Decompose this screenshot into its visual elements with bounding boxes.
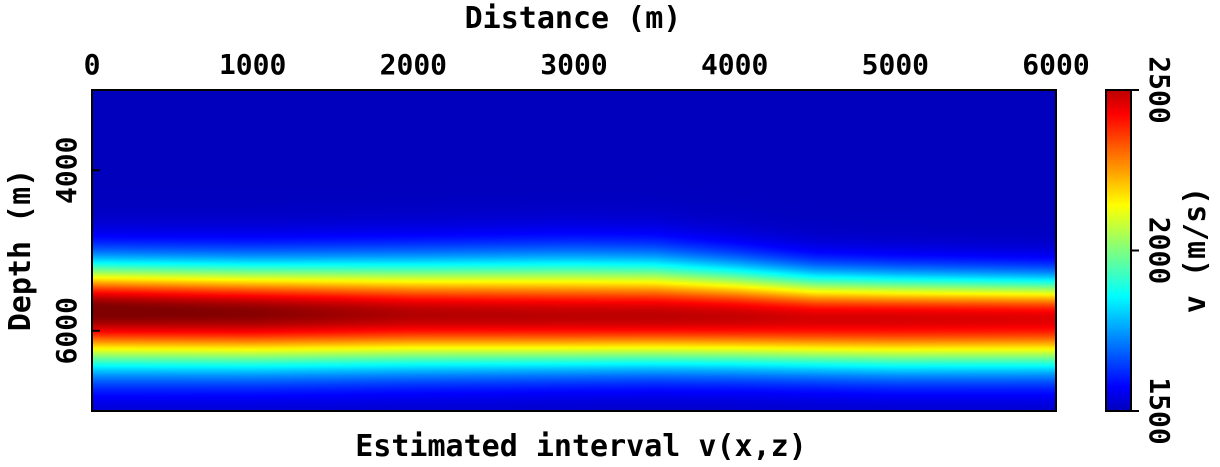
x-tick-label: 3000 — [540, 48, 607, 81]
x-tick-label: 0 — [84, 48, 101, 81]
x-tick-label: 6000 — [1022, 48, 1089, 81]
x-tick-label: 2000 — [380, 48, 447, 81]
colorbar-gradient — [1106, 90, 1131, 411]
colorbar-ticks: 1500 2000 2500 — [1131, 56, 1176, 445]
y-axis-label: Depth (m) — [3, 169, 38, 332]
x-tick-label: 4000 — [701, 48, 768, 81]
x-tick-label: 1000 — [219, 48, 286, 81]
heatmap-plot — [91, 89, 1057, 412]
heatmap-image — [92, 90, 1056, 411]
y-axis-ticks: 4000 6000 — [50, 137, 100, 364]
colorbar: 1500 2000 2500 v (m/s) — [1105, 56, 1213, 445]
x-tick-label: 5000 — [862, 48, 929, 81]
colorbar-tick-label: 2000 — [1143, 217, 1176, 284]
x-axis-label: Distance (m) — [465, 1, 682, 36]
plot-frame — [91, 89, 1057, 412]
y-tick-label: 4000 — [50, 137, 83, 204]
y-tick-label: 6000 — [50, 297, 83, 364]
chart-title: Estimated interval v(x,z) — [355, 429, 807, 464]
colorbar-tick-label: 1500 — [1143, 377, 1176, 444]
colorbar-label: v (m/s) — [1178, 187, 1213, 313]
colorbar-tick-label: 2500 — [1143, 56, 1176, 123]
